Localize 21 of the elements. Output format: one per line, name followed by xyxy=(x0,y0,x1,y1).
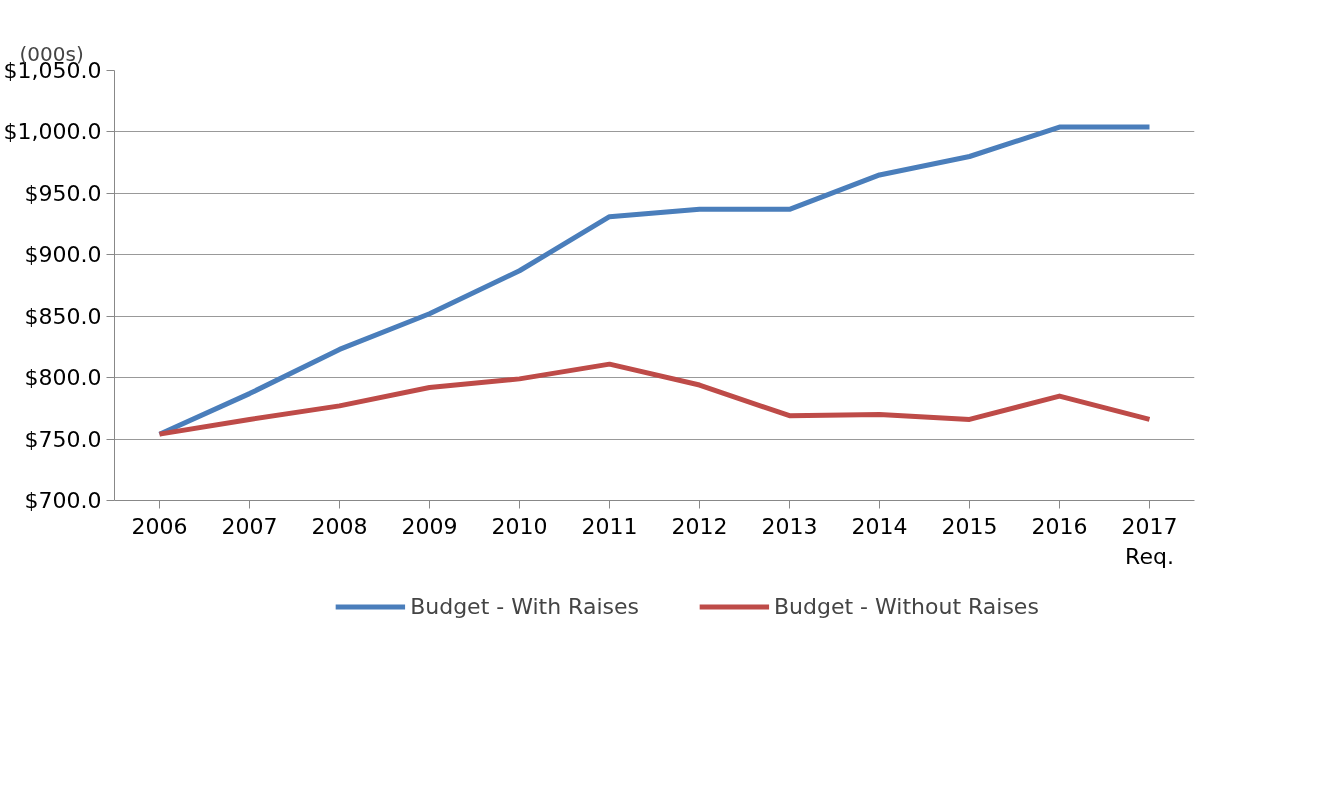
x-tick-label: 2010 xyxy=(491,513,548,539)
legend-label: Budget - Without Raises xyxy=(773,593,1039,619)
x-tick-label: 2006 xyxy=(131,513,188,539)
y-tick-label: $800.0 xyxy=(24,365,102,391)
x-tick-label: 2016 xyxy=(1031,513,1088,539)
x-tick-label: 2007 xyxy=(221,513,278,539)
x-tick-label: 2013 xyxy=(761,513,818,539)
y-tick-label: $900.0 xyxy=(24,242,102,268)
y-tick-label: $750.0 xyxy=(24,426,102,452)
x-tick-label: 2009 xyxy=(401,513,458,539)
x-tick-label: 2008 xyxy=(311,513,368,539)
y-tick-label: $850.0 xyxy=(24,303,102,329)
x-tick-label: 2015 xyxy=(941,513,998,539)
x-tick-label: 2017 Req. xyxy=(1121,513,1178,569)
legend-label: Budget - With Raises xyxy=(410,593,639,619)
x-tick-label: 2011 xyxy=(581,513,638,539)
x-tick-label: 2012 xyxy=(671,513,728,539)
y-tick-label: $700.0 xyxy=(24,488,102,513)
y-tick-label: $950.0 xyxy=(24,180,102,206)
x-tick-label: 2014 xyxy=(851,513,908,539)
y-tick-label: $1,000.0 xyxy=(3,119,102,145)
